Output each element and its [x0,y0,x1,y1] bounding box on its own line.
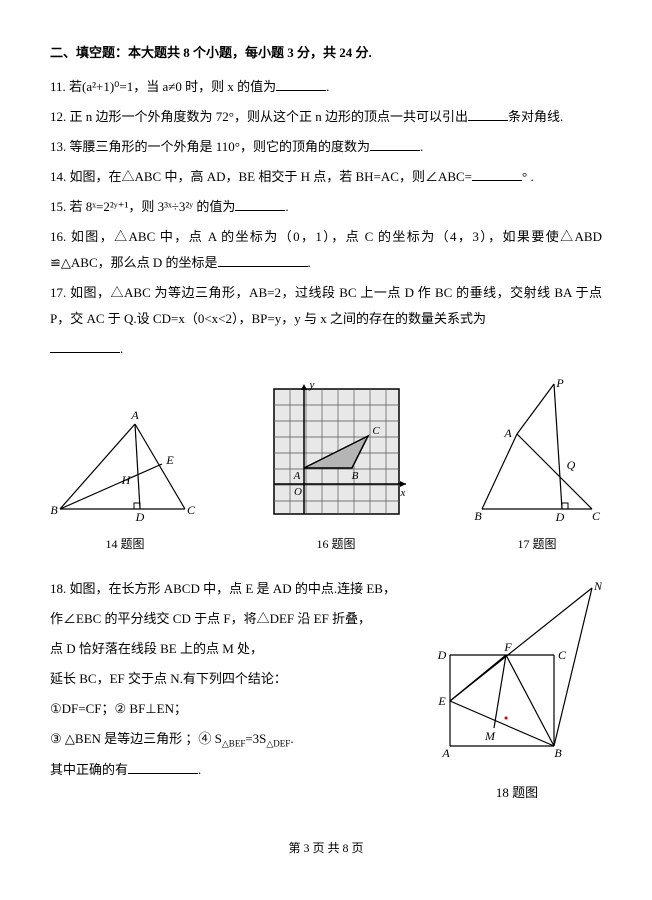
page-number: 第 3 页 共 8 页 [50,836,602,860]
figure-16-svg: A B C Ox y [264,379,409,524]
svg-text:x: x [399,487,405,499]
q16-text: 16. 如图，△ABC 中，点 A 的坐标为（0，1），点 C 的坐标为（4，3… [50,229,602,270]
q17-end: . [120,341,123,356]
svg-text:E: E [437,694,446,708]
q18-l6c: . [290,731,293,746]
q17-text: 17. 如图，△ABC 为等边三角形，AB=2，过线段 BC 上一点 D 作 B… [50,285,602,326]
svg-text:N: N [593,579,602,593]
figure-18-caption: 18 题图 [432,780,602,806]
q18-sub2: △DEF [266,739,290,749]
figure-16-caption: 16 题图 [264,532,409,556]
q12-text: 12. 正 n 边形一个外角度数为 72°，则从这个正 n 边形的顶点一共可以引… [50,109,468,124]
svg-text:E: E [165,453,174,467]
problem-15: 15. 若 8ˣ=2²ʸ⁺¹，则 3³ˣ÷3²ʸ 的值为. [50,194,602,220]
figures-row: A B C D E H 14 题图 A B C Ox y 16 题图 B C A P D Q 17 题图 [50,374,602,556]
q18-l1: 18. 如图，在长方形 ABCD 中，点 E 是 AD 的中点.连接 EB， [50,576,402,602]
q11-end: . [326,79,329,94]
svg-text:B: B [351,470,358,482]
figure-18-svg: A B C D E F M N [432,576,602,771]
q18-l6: ③ △BEN 是等边三角形 ；④ S△BEF=3S△DEF. [50,726,402,753]
svg-text:F: F [503,640,512,654]
q18-sub1: △BEF [222,739,245,749]
figure-14: A B C D E H 14 题图 [50,404,200,556]
q18-l6b: =3S [245,731,266,746]
figure-14-caption: 14 题图 [50,532,200,556]
svg-text:A: A [441,746,450,760]
svg-text:H: H [121,473,132,487]
q13-end: . [420,139,423,154]
svg-text:C: C [372,425,380,437]
q18-l6a: ③ △BEN 是等边三角形 ；④ S [50,731,222,746]
figure-17: B C A P D Q 17 题图 [472,374,602,556]
q11-text: 11. 若(a²+1)⁰=1，当 a≠0 时，则 x 的值为 [50,79,276,94]
svg-text:Q: Q [567,458,576,472]
svg-text:M: M [484,729,496,743]
problem-11: 11. 若(a²+1)⁰=1，当 a≠0 时，则 x 的值为. [50,74,602,100]
figure-17-svg: B C A P D Q [472,374,602,524]
blank-15 [235,197,285,211]
svg-text:A: A [503,426,512,440]
problem-17b: . [50,336,602,362]
problem-18-row: 18. 如图，在长方形 ABCD 中，点 E 是 AD 的中点.连接 EB， 作… [50,576,602,806]
blank-11 [276,77,326,91]
figure-14-svg: A B C D E H [50,404,200,524]
q18-l4: 延长 BC，EF 交于点 N.有下列四个结论： [50,666,402,692]
q18-l7a: 其中正确的有 [50,762,128,777]
q18-l5: ①DF=CF；② BF⊥EN； [50,696,402,722]
svg-text:A: A [292,470,300,482]
q15-end: . [285,199,288,214]
figure-16: A B C Ox y 16 题图 [264,379,409,556]
svg-text:O: O [294,486,302,498]
q18-l7b: . [198,762,201,777]
svg-text:y: y [308,379,314,391]
problem-12: 12. 正 n 边形一个外角度数为 72°，则从这个正 n 边形的顶点一共可以引… [50,104,602,130]
q14-text: 14. 如图，在△ABC 中，高 AD，BE 相交于 H 点，若 BH=AC，则… [50,169,472,184]
q15-text: 15. 若 8ˣ=2²ʸ⁺¹，则 3³ˣ÷3²ʸ 的值为 [50,199,235,214]
problem-13: 13. 等腰三角形的一个外角是 110°，则它的顶角的度数为. [50,134,602,160]
svg-text:D: D [437,648,447,662]
svg-text:C: C [187,503,196,517]
q14-end: ° . [522,169,534,184]
section-title: 二、填空题：本大题共 8 个小题，每小题 3 分，共 24 分. [50,40,602,66]
problem-17: 17. 如图，△ABC 为等边三角形，AB=2，过线段 BC 上一点 D 作 B… [50,280,602,332]
svg-text:A: A [130,408,139,422]
svg-text:B: B [554,746,562,760]
problem-14: 14. 如图，在△ABC 中，高 AD，BE 相交于 H 点，若 BH=AC，则… [50,164,602,190]
blank-12 [468,107,508,121]
blank-16 [218,253,308,267]
svg-text:B: B [50,503,58,517]
q13-text: 13. 等腰三角形的一个外角是 110°，则它的顶角的度数为 [50,139,370,154]
svg-text:C: C [558,648,567,662]
blank-17 [50,339,120,353]
figure-17-caption: 17 题图 [472,532,602,556]
q12-mid: 条对角线. [508,109,563,124]
blank-14 [472,167,522,181]
problem-18-text: 18. 如图，在长方形 ABCD 中，点 E 是 AD 的中点.连接 EB， 作… [50,576,402,787]
q18-l7: 其中正确的有. [50,757,402,783]
svg-text:C: C [592,509,601,523]
blank-18 [128,760,198,774]
q16-end: . [308,255,311,270]
figure-18: A B C D E F M N 18 题图 [432,576,602,806]
q18-l3: 点 D 恰好落在线段 BE 上的点 M 处， [50,636,402,662]
svg-text:B: B [474,509,482,523]
svg-text:P: P [555,376,564,390]
problem-16: 16. 如图，△ABC 中，点 A 的坐标为（0，1），点 C 的坐标为（4，3… [50,224,602,276]
svg-text:D: D [555,510,565,524]
svg-text:D: D [135,510,145,524]
q18-l2: 作∠EBC 的平分线交 CD 于点 F，将△DEF 沿 EF 折叠， [50,606,402,632]
blank-13 [370,137,420,151]
